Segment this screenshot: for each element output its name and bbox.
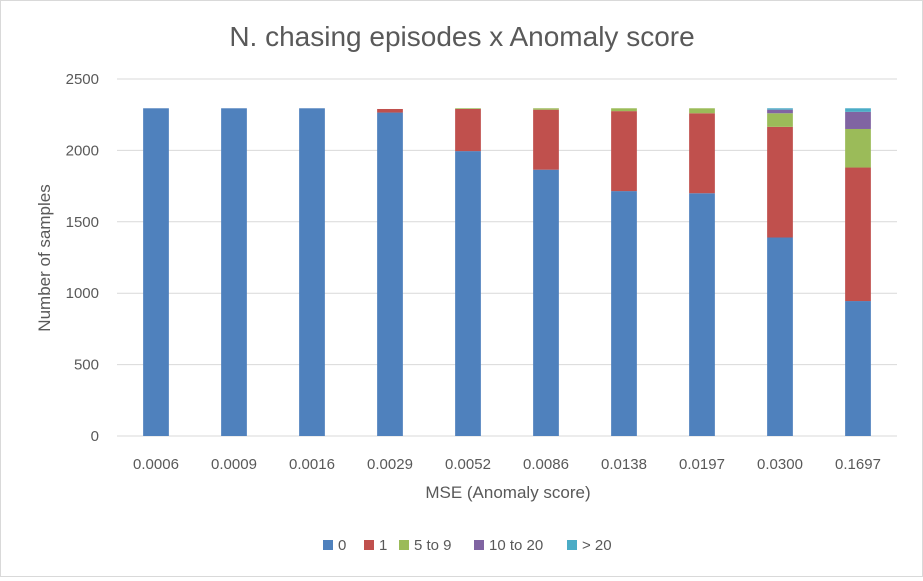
gridlines — [117, 78, 897, 437]
bar-segment — [611, 191, 637, 436]
bar-segment — [533, 169, 559, 437]
y-tick-label: 0 — [91, 428, 99, 445]
legend-swatch — [567, 540, 577, 550]
y-tick-label: 2000 — [66, 142, 99, 159]
bar-segment — [455, 108, 481, 152]
legend-item: > 20 — [567, 537, 612, 554]
legend-swatch — [474, 540, 484, 550]
legend-label: > 20 — [582, 537, 612, 554]
bar-segment — [143, 108, 169, 437]
bar-segment — [689, 108, 715, 114]
legend-label: 5 to 9 — [414, 537, 452, 554]
bar-segment — [767, 237, 793, 436]
y-tick-label: 2500 — [66, 71, 99, 88]
bar-segment — [377, 108, 403, 113]
bar-segment — [767, 126, 793, 238]
x-tick-label: 0.0197 — [679, 456, 725, 473]
bar-segment — [689, 113, 715, 194]
x-tick-label: 0.0009 — [211, 456, 257, 473]
y-tick-label: 1500 — [66, 214, 99, 231]
bar-segment — [377, 112, 403, 437]
x-tick-label: 0.0086 — [523, 456, 569, 473]
legend-item: 0 — [323, 537, 346, 554]
bar-segment — [221, 108, 247, 437]
legend-label: 0 — [338, 537, 346, 554]
bar-segment — [611, 111, 637, 192]
legend-swatch — [364, 540, 374, 550]
bar-segment — [767, 109, 793, 114]
y-axis-title: Number of samples — [35, 184, 54, 331]
bar-segment — [533, 108, 559, 110]
x-axis-title: MSE (Anomaly score) — [425, 483, 590, 502]
bar-segment — [845, 128, 871, 168]
x-tick-label: 0.0138 — [601, 456, 647, 473]
chart-title: N. chasing episodes x Anomaly score — [229, 21, 694, 52]
bar-segment — [767, 108, 793, 110]
x-tick-label: 0.0300 — [757, 456, 803, 473]
legend-swatch — [323, 540, 333, 550]
legend-label: 10 to 20 — [489, 537, 543, 554]
bar-segment — [299, 108, 325, 437]
bar-segment — [611, 108, 637, 112]
bar-segment — [533, 109, 559, 170]
bar-segment — [455, 108, 481, 109]
legend-item: 1 — [364, 537, 387, 554]
bars — [143, 108, 871, 437]
bar-segment — [845, 108, 871, 112]
legend-item: 5 to 9 — [399, 537, 452, 554]
x-tick-label: 0.0029 — [367, 456, 413, 473]
y-tick-label: 500 — [74, 357, 99, 374]
bar-segment — [767, 113, 793, 127]
x-tick-label: 0.0006 — [133, 456, 179, 473]
bar-segment — [845, 301, 871, 436]
x-tick-label: 0.1697 — [835, 456, 881, 473]
legend-label: 1 — [379, 537, 387, 554]
bar-segment — [845, 167, 871, 302]
legend: 0 1 5 to 9 10 to 20 > 20 — [323, 537, 612, 554]
y-axis-ticks: 0 500 1000 1500 2000 2500 — [66, 71, 99, 445]
y-tick-label: 1000 — [66, 285, 99, 302]
bar-segment — [689, 193, 715, 436]
x-tick-label: 0.0052 — [445, 456, 491, 473]
x-axis-ticks: 0.0006 0.0009 0.0016 0.0029 0.0052 0.0086 0.01… — [133, 456, 881, 473]
x-tick-label: 0.0016 — [289, 456, 335, 473]
bar-segment — [845, 111, 871, 129]
bar-segment — [455, 151, 481, 436]
legend-swatch — [399, 540, 409, 550]
legend-item: 10 to 20 — [474, 537, 543, 554]
